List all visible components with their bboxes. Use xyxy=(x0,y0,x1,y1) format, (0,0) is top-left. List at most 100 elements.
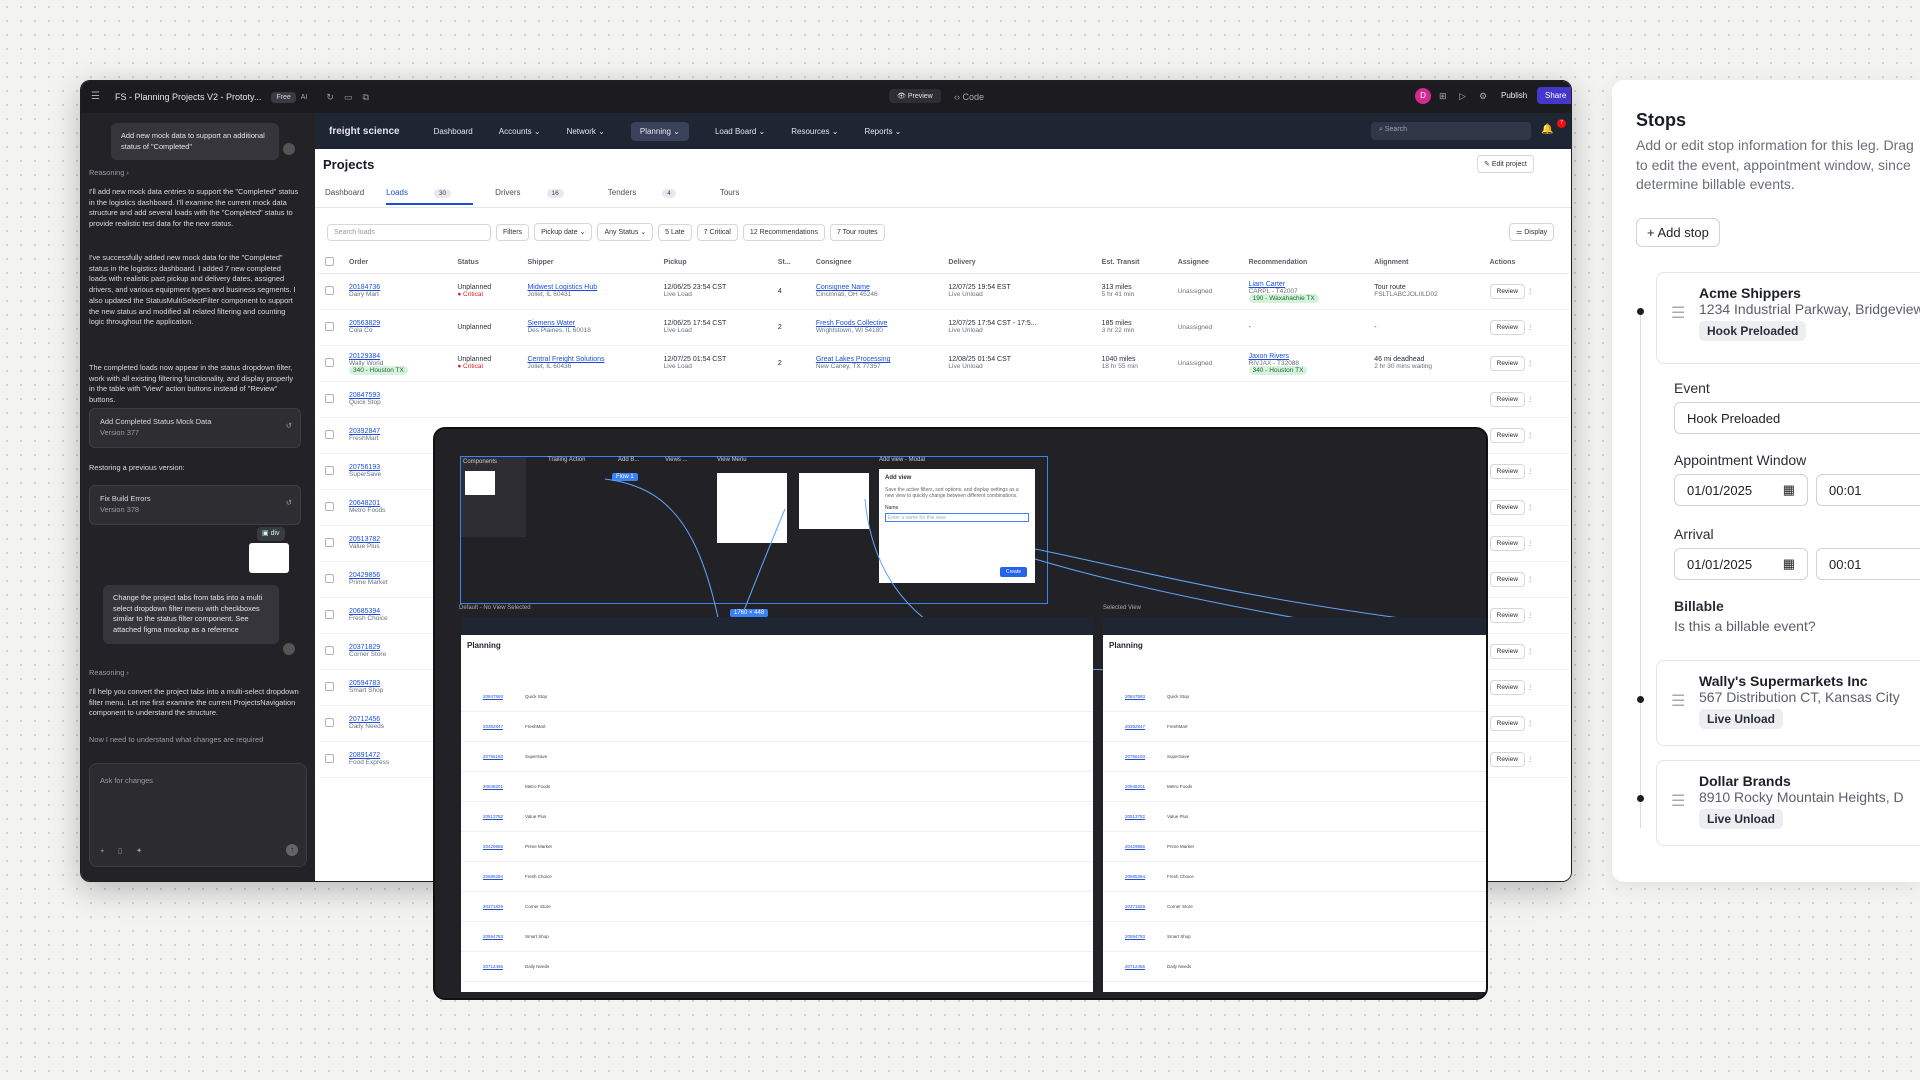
more-icon[interactable]: ⋮ xyxy=(1526,575,1534,583)
critical-filter[interactable]: 7 Critical xyxy=(696,223,738,241)
stop-card[interactable]: ☰ Wally's Supermarkets Inc 567 Distribut… xyxy=(1656,660,1920,746)
recommendation[interactable]: Jaxon Rivers xyxy=(1248,352,1290,360)
element-chip[interactable]: ▣ div xyxy=(257,527,285,542)
row-checkbox[interactable] xyxy=(325,681,334,691)
order-link[interactable]: 20648201 xyxy=(349,500,381,507)
send-icon[interactable]: ↑ xyxy=(286,844,298,856)
consignee-link[interactable]: Fresh Foods Collective xyxy=(815,320,888,327)
row-checkbox[interactable] xyxy=(325,717,334,727)
tour-routes-filter[interactable]: 7 Tour routes xyxy=(829,223,885,241)
version-card[interactable]: Add Completed Status Mock Data Version 3… xyxy=(89,408,301,448)
nav-accounts[interactable]: Accounts ⌄ xyxy=(498,126,541,136)
col-transit[interactable]: Est. Transit xyxy=(1095,253,1172,274)
consignee-link[interactable]: Great Lakes Processing xyxy=(815,356,891,363)
order-link[interactable]: 20594783 xyxy=(349,680,381,687)
nav-dashboard[interactable]: Dashboard xyxy=(433,126,473,136)
loads-search-input[interactable]: Search loads xyxy=(327,223,491,241)
review-button[interactable]: Review xyxy=(1489,463,1525,479)
more-icon[interactable]: ⋮ xyxy=(1526,467,1534,475)
more-icon[interactable]: ⋮ xyxy=(1526,431,1534,439)
more-icon[interactable]: ⋮ xyxy=(1526,719,1534,727)
display-button[interactable]: ⚌ Display xyxy=(1509,223,1555,241)
row-checkbox[interactable] xyxy=(325,501,334,511)
modal-name-input[interactable]: Enter a name for this view xyxy=(885,513,1029,522)
tab-dashboard[interactable]: Dashboard xyxy=(325,188,365,197)
grid-icon[interactable]: ⊞ xyxy=(1439,91,1447,101)
table-row[interactable]: 20184736 Dairy Mart Unplanned ● Critical Mid… xyxy=(319,273,1569,310)
row-checkbox[interactable] xyxy=(325,465,334,475)
col-recommendation[interactable]: Recommendation xyxy=(1242,253,1369,274)
nav-resources[interactable]: Resources ⌄ xyxy=(791,126,839,136)
row-checkbox[interactable] xyxy=(325,393,334,403)
col-alignment[interactable]: Alignment xyxy=(1368,253,1484,274)
table-row[interactable]: 20847593 Quick Stop Review ⋮ xyxy=(319,381,1569,418)
review-button[interactable]: Review xyxy=(1489,679,1525,695)
calendar-icon[interactable]: ▦ xyxy=(1782,556,1795,571)
preview-toggle[interactable]: 👁 Preview xyxy=(889,89,941,103)
edit-project-button[interactable]: ✎ Edit project xyxy=(1477,155,1534,173)
reasoning-toggle[interactable]: Reasoning › xyxy=(89,668,129,677)
plus-icon[interactable]: + xyxy=(100,846,105,855)
shipper-link[interactable]: Siemens Water xyxy=(527,320,576,327)
settings-icon[interactable]: ⚙ xyxy=(1479,91,1488,101)
col-pickup[interactable]: Pickup xyxy=(657,253,772,274)
consignee-link[interactable]: Consignee Name xyxy=(815,284,870,291)
table-row[interactable]: 20563829 Cola Co Unplanned Siemens Water Des… xyxy=(319,309,1569,346)
review-button[interactable]: Review xyxy=(1489,607,1525,623)
row-checkbox[interactable] xyxy=(325,609,334,619)
project-title[interactable]: FS - Planning Projects V2 - Prototy... xyxy=(115,92,262,102)
more-icon[interactable]: ⋮ xyxy=(1526,287,1534,295)
shipper-link[interactable]: Midwest Logistics Hub xyxy=(527,284,598,291)
row-checkbox[interactable] xyxy=(325,753,334,763)
event-select[interactable]: Hook Preloaded xyxy=(1674,402,1920,434)
appointment-date-input[interactable]: 01/01/2025 ▦ xyxy=(1674,474,1808,506)
order-link[interactable]: 20513782 xyxy=(349,536,381,543)
more-icon[interactable]: ⋮ xyxy=(1526,611,1534,619)
nav-reports[interactable]: Reports ⌄ xyxy=(864,126,902,136)
more-icon[interactable]: ⋮ xyxy=(1526,539,1534,547)
col-shipper[interactable]: Shipper xyxy=(521,253,658,274)
order-link[interactable]: 20712456 xyxy=(349,716,381,723)
tab-drivers[interactable]: Drivers 16 xyxy=(495,188,586,205)
calendar-icon[interactable]: ▦ xyxy=(1782,482,1795,497)
more-icon[interactable]: ⋮ xyxy=(1526,395,1534,403)
search-input[interactable]: ⌕ Search xyxy=(1371,122,1531,140)
more-icon[interactable]: ⋮ xyxy=(1526,359,1534,367)
row-checkbox[interactable] xyxy=(325,285,334,295)
play-icon[interactable]: ▷ xyxy=(1459,91,1466,101)
order-link[interactable]: 20392847 xyxy=(349,428,381,435)
stop-card[interactable]: ☰ Dollar Brands 8910 Rocky Mountain Heig… xyxy=(1656,760,1920,846)
order-link[interactable]: 20847593 xyxy=(349,392,381,399)
tab-tenders[interactable]: Tenders 4 xyxy=(608,188,698,205)
more-icon[interactable]: ⋮ xyxy=(1526,755,1534,763)
order-link[interactable]: 20563829 xyxy=(349,320,381,327)
order-link[interactable]: 20429856 xyxy=(349,572,381,579)
order-link[interactable]: 20685394 xyxy=(349,608,381,615)
window-icon[interactable]: ⧉ xyxy=(362,91,369,102)
nav-planning[interactable]: Planning ⌄ xyxy=(630,121,689,141)
drag-handle-icon[interactable]: ☰ xyxy=(1671,793,1686,810)
row-checkbox[interactable] xyxy=(325,573,334,583)
order-link[interactable]: 20129384 xyxy=(349,352,381,360)
chat-input-box[interactable]: Ask for changes + ▯ ✦ ↑ xyxy=(89,763,307,867)
more-icon[interactable]: ⋮ xyxy=(1526,323,1534,331)
order-link[interactable]: 20184736 xyxy=(349,284,381,291)
table-row[interactable]: 20129384 Wally World 340 - Houston TX Unpla… xyxy=(319,345,1569,382)
attachment-thumbnail[interactable] xyxy=(249,543,289,573)
flow-label[interactable]: Flow 1 xyxy=(612,473,638,481)
col-delivery[interactable]: Delivery xyxy=(942,253,1096,274)
restore-icon[interactable]: ↺ xyxy=(285,421,292,430)
refresh-icon[interactable]: ↻ xyxy=(326,91,334,102)
selection-frame[interactable] xyxy=(460,456,1048,604)
avatar[interactable]: D xyxy=(1415,88,1431,104)
review-button[interactable]: Review xyxy=(1489,283,1525,299)
review-button[interactable]: Review xyxy=(1489,391,1525,407)
code-toggle[interactable]: ‹› Code xyxy=(954,92,985,102)
more-icon[interactable]: ⋮ xyxy=(1526,683,1534,691)
recommendation[interactable]: Liam Carter xyxy=(1248,280,1286,288)
sparkle-icon[interactable]: ✦ xyxy=(136,846,143,855)
notifications-icon[interactable]: 🔔 xyxy=(1541,124,1554,135)
book-icon[interactable]: ▯ xyxy=(118,846,123,855)
layout-icon[interactable]: ▭ xyxy=(343,91,353,102)
recommendations-filter[interactable]: 12 Recommendations xyxy=(742,223,825,241)
